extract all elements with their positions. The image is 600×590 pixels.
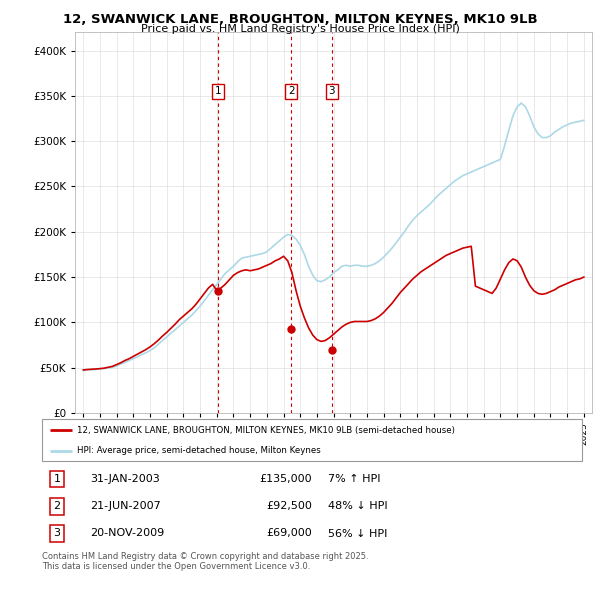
Text: 2: 2: [288, 86, 295, 96]
Text: 1: 1: [53, 474, 61, 484]
Text: 12, SWANWICK LANE, BROUGHTON, MILTON KEYNES, MK10 9LB: 12, SWANWICK LANE, BROUGHTON, MILTON KEY…: [62, 13, 538, 26]
Text: 48% ↓ HPI: 48% ↓ HPI: [328, 502, 388, 511]
Text: 7% ↑ HPI: 7% ↑ HPI: [328, 474, 381, 484]
Text: 56% ↓ HPI: 56% ↓ HPI: [328, 529, 388, 539]
Text: 3: 3: [53, 529, 61, 539]
Text: 21-JUN-2007: 21-JUN-2007: [91, 502, 161, 511]
Text: 2: 2: [53, 502, 61, 511]
Text: Contains HM Land Registry data © Crown copyright and database right 2025.
This d: Contains HM Land Registry data © Crown c…: [42, 552, 368, 571]
Text: 31-JAN-2003: 31-JAN-2003: [91, 474, 160, 484]
Text: HPI: Average price, semi-detached house, Milton Keynes: HPI: Average price, semi-detached house,…: [77, 446, 321, 455]
Text: 12, SWANWICK LANE, BROUGHTON, MILTON KEYNES, MK10 9LB (semi-detached house): 12, SWANWICK LANE, BROUGHTON, MILTON KEY…: [77, 426, 455, 435]
Text: 20-NOV-2009: 20-NOV-2009: [91, 529, 165, 539]
Text: 3: 3: [328, 86, 335, 96]
Text: £135,000: £135,000: [259, 474, 312, 484]
Text: £69,000: £69,000: [266, 529, 312, 539]
Text: Price paid vs. HM Land Registry's House Price Index (HPI): Price paid vs. HM Land Registry's House …: [140, 24, 460, 34]
Text: £92,500: £92,500: [266, 502, 312, 511]
Text: 1: 1: [215, 86, 221, 96]
